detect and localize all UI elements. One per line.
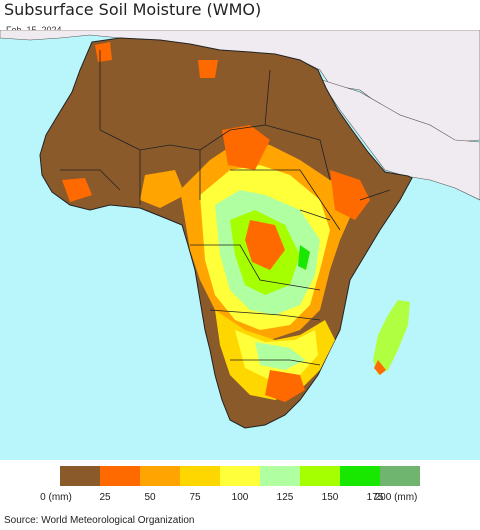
map-legend	[60, 466, 420, 486]
source-credit: Source: World Meteorological Organizatio…	[4, 515, 195, 526]
legend-swatch	[380, 466, 420, 486]
madagascar	[373, 300, 410, 375]
legend-swatch	[300, 466, 340, 486]
legend-tick-label: 200 (mm)	[374, 492, 418, 503]
legend-tick-label: 175	[366, 492, 384, 503]
legend-tick-label: 25	[99, 492, 111, 503]
legend-swatch	[340, 466, 380, 486]
legend-swatch	[220, 466, 260, 486]
soil-moisture-map	[0, 30, 480, 460]
legend-tick-label: 125	[276, 492, 294, 503]
map-title: Subsurface Soil Moisture (WMO)	[4, 0, 262, 19]
country-borders	[60, 50, 391, 366]
legend-swatch	[180, 466, 220, 486]
legend-swatch	[100, 466, 140, 486]
legend-swatch	[140, 466, 180, 486]
legend-swatch	[260, 466, 300, 486]
legend-tick-label: 150	[321, 492, 339, 503]
legend-tick-label: 50	[144, 492, 156, 503]
legend-tick-label: 75	[189, 492, 201, 503]
legend-tick-label: 0 (mm)	[40, 492, 72, 503]
legend-swatch	[60, 466, 100, 486]
arabia-landmass	[321, 79, 480, 201]
legend-tick-label: 100	[231, 492, 249, 503]
moisture-zone-dry-center	[245, 220, 285, 270]
